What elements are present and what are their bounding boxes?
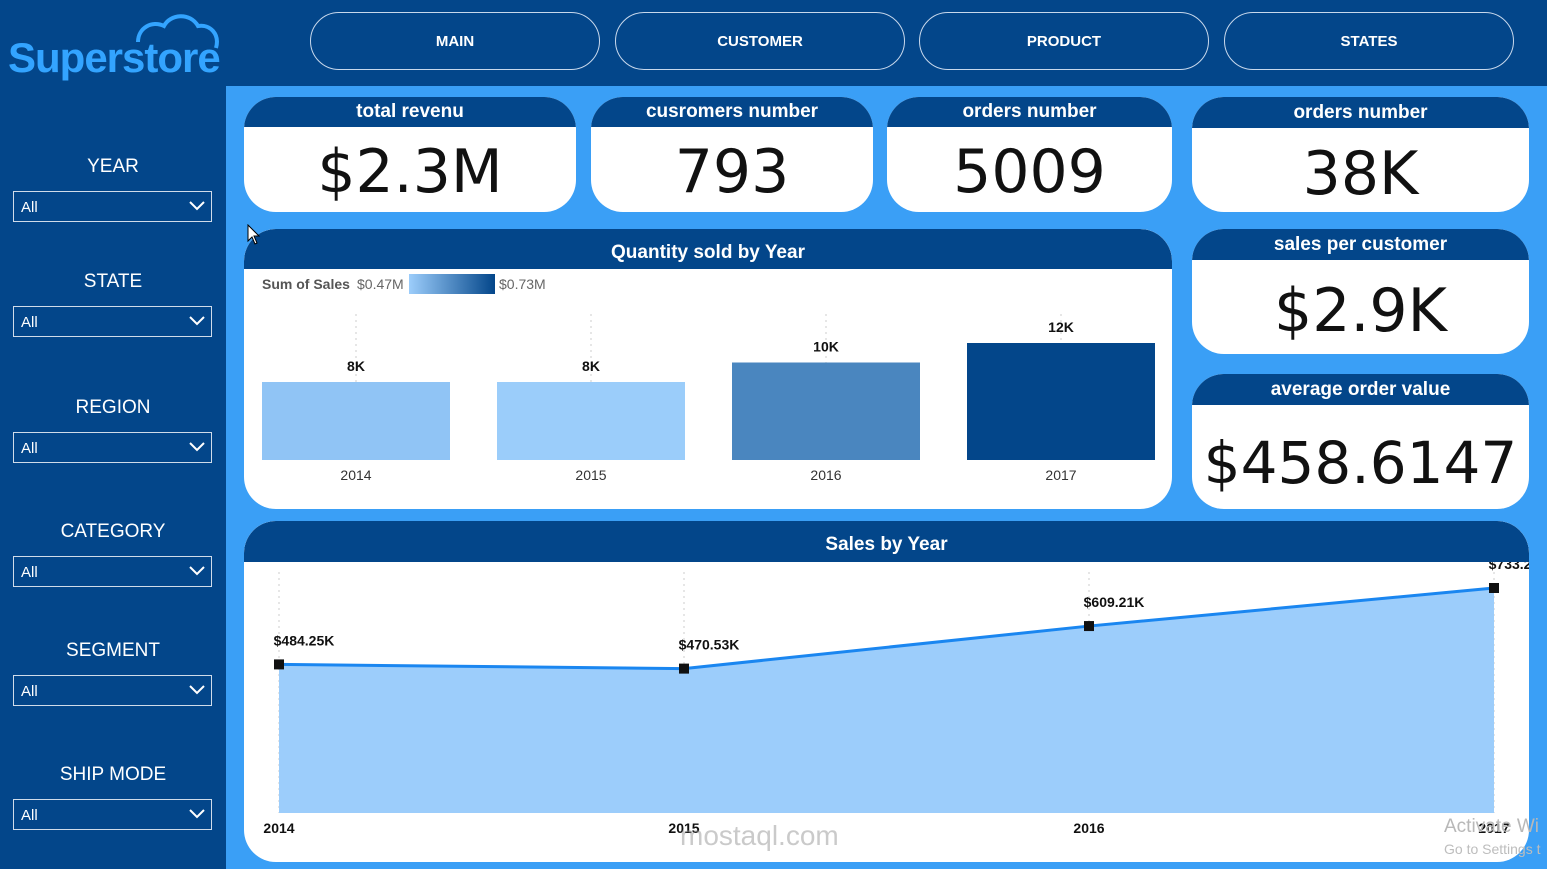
bar-2014[interactable] <box>262 382 450 460</box>
x-tick-label: 2017 <box>1478 820 1509 836</box>
superstore-logo: Superstore <box>6 8 221 81</box>
filter-segment-label: SEGMENT <box>66 640 160 661</box>
x-tick-label: 2015 <box>575 467 606 483</box>
filter-region-select[interactable]: All <box>13 432 212 463</box>
chevron-down-icon <box>189 809 205 819</box>
bar-2017[interactable] <box>967 343 1155 460</box>
sales-point-2015[interactable] <box>679 663 689 674</box>
chevron-down-icon <box>189 442 205 452</box>
x-tick-label: 2016 <box>810 467 841 483</box>
sales-value-label: $609.21K <box>1084 594 1145 610</box>
filter-category-select[interactable]: All <box>13 556 212 587</box>
kpi-customers-card: cusromers number 793 <box>591 97 873 212</box>
cloud-icon <box>136 14 219 49</box>
sales-area-fill <box>279 588 1494 813</box>
filter-category-label: CATEGORY <box>60 521 166 542</box>
kpi-title: cusromers number <box>591 97 873 127</box>
nav-main-button[interactable]: MAIN <box>310 12 600 70</box>
filter-state-select[interactable]: All <box>13 306 212 337</box>
kpi-total-revenue-card: total revenu $2.3M <box>244 97 576 212</box>
filter-state-value: All <box>21 314 38 331</box>
sales-value-label: $484.25K <box>274 632 335 648</box>
chevron-down-icon <box>189 685 205 695</box>
filter-year-value: All <box>21 199 38 216</box>
filter-category-value: All <box>21 564 38 581</box>
kpi-value: $2.9K <box>1274 276 1447 346</box>
quantity-bar-chart: Sum of Sales $0.47M $0.73M 8K 2014 8K 2015 1… <box>262 274 1155 483</box>
kpi-sales-per-customer-card: sales per customer $2.9K <box>1192 229 1529 354</box>
chevron-down-icon <box>189 566 205 576</box>
kpi-title: orders number <box>887 97 1172 127</box>
chart-title: Quantity sold by Year <box>244 229 1172 269</box>
kpi-value: $2.3M <box>317 137 503 207</box>
legend-gradient <box>409 274 495 294</box>
kpi-title: orders number <box>1192 97 1529 128</box>
kpi-value: $458.6147 <box>1203 429 1518 497</box>
activate-windows-subtext: Go to Settings t <box>1444 841 1541 857</box>
kpi-average-order-value-card: average order value $458.6147 <box>1192 374 1529 509</box>
sales-point-2014[interactable] <box>274 659 284 670</box>
legend-min: $0.47M <box>357 276 404 292</box>
bar-value-label: 8K <box>582 358 600 374</box>
filter-state-label: STATE <box>83 271 143 292</box>
sales-line <box>278 586 1495 671</box>
nav-states-button[interactable]: STATES <box>1224 12 1514 70</box>
brand-name: Superstore <box>8 34 221 81</box>
kpi-value: 38K <box>1302 139 1419 209</box>
kpi-title: sales per customer <box>1192 229 1529 260</box>
sales-value-label: $470.53K <box>679 637 740 653</box>
legend-max: $0.73M <box>499 276 546 292</box>
legend-label: Sum of Sales <box>262 276 350 292</box>
bar-2015[interactable] <box>497 382 685 460</box>
sales-area-chart: $484.25K 2014 $470.53K 2015 $609.21K 2016 $733… <box>263 562 1529 836</box>
kpi-orders-card: orders number 5009 <box>887 97 1172 212</box>
bar-value-label: 8K <box>347 358 365 374</box>
nav-product-button[interactable]: PRODUCT <box>919 12 1209 70</box>
sales-value-label: $733.22K <box>1489 562 1529 572</box>
bar-value-label: 10K <box>813 339 839 355</box>
filter-segment-value: All <box>21 683 38 700</box>
activate-windows-text: Activate Wi <box>1444 816 1540 837</box>
mostaql-watermark: mostaql.com <box>680 820 839 851</box>
filter-region-label: REGION <box>75 397 151 418</box>
chevron-down-icon <box>189 201 205 211</box>
bar-value-label: 12K <box>1048 319 1074 335</box>
quantity-by-year-card: Quantity sold by Year Sum of Sales $0.47… <box>244 229 1172 509</box>
x-tick-label: 2016 <box>1073 820 1104 836</box>
chevron-down-icon <box>189 316 205 326</box>
filter-shipmode-select[interactable]: All <box>13 799 212 830</box>
sales-point-2017[interactable] <box>1489 583 1499 593</box>
x-tick-label: 2015 <box>668 820 699 836</box>
kpi-title: total revenu <box>244 97 576 127</box>
nav-customer-button[interactable]: CUSTOMER <box>615 12 905 70</box>
x-tick-label: 2017 <box>1045 467 1076 483</box>
filter-year-select[interactable]: All <box>13 191 212 222</box>
bar-2016[interactable] <box>732 362 920 461</box>
kpi-orders-quantity-card: orders number 38K <box>1192 97 1529 212</box>
filter-shipmode-value: All <box>21 807 38 824</box>
kpi-value: 793 <box>674 137 790 207</box>
filter-segment-select[interactable]: All <box>13 675 212 706</box>
filter-region-value: All <box>21 440 38 457</box>
x-tick-label: 2014 <box>263 820 294 836</box>
chart-title: Sales by Year <box>244 521 1529 562</box>
x-tick-label: 2014 <box>340 467 371 483</box>
kpi-value: 5009 <box>953 137 1106 207</box>
filter-year-label: YEAR <box>87 156 139 177</box>
filter-sidebar <box>0 86 226 869</box>
sales-by-year-card: Sales by Year $484.25K 2014 $470.53K 2015 $6… <box>244 521 1529 862</box>
filter-shipmode-label: SHIP MODE <box>59 764 167 785</box>
mouse-cursor-icon <box>247 224 261 245</box>
kpi-title: average order value <box>1192 374 1529 405</box>
sales-point-2016[interactable] <box>1084 621 1094 632</box>
